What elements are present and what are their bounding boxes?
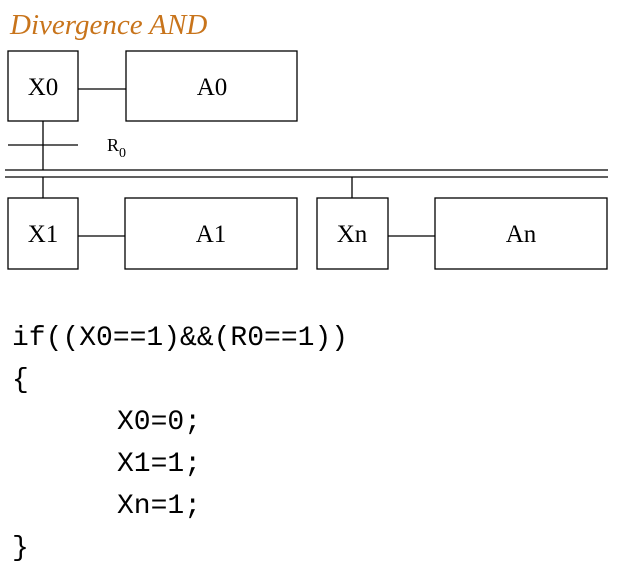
step-x0-box: [7, 50, 79, 122]
slide-title: Divergence AND: [9, 9, 207, 41]
action-an-label: An: [506, 221, 537, 248]
step-xn-label: Xn: [337, 221, 368, 248]
action-a0-label: A0: [197, 74, 228, 101]
action-a1-box: [124, 197, 298, 270]
action-a0-box: [125, 50, 298, 122]
transition-r0-label: R0: [107, 135, 126, 161]
code-assign-x1: X1=1;: [117, 449, 201, 480]
code-open-brace: {: [12, 365, 29, 396]
step-x0-label: X0: [28, 74, 59, 101]
action-an-box: [434, 197, 608, 270]
code-assign-xn: Xn=1;: [117, 491, 201, 522]
code-if-condition: if((X0==1)&&(R0==1)): [12, 323, 348, 354]
step-x1-box: [7, 197, 79, 270]
code-close-brace: }: [12, 533, 29, 564]
action-a1-label: A1: [196, 221, 227, 248]
step-xn-box: [316, 197, 389, 270]
step-x1-label: X1: [28, 221, 59, 248]
code-assign-x0: X0=0;: [117, 407, 201, 438]
